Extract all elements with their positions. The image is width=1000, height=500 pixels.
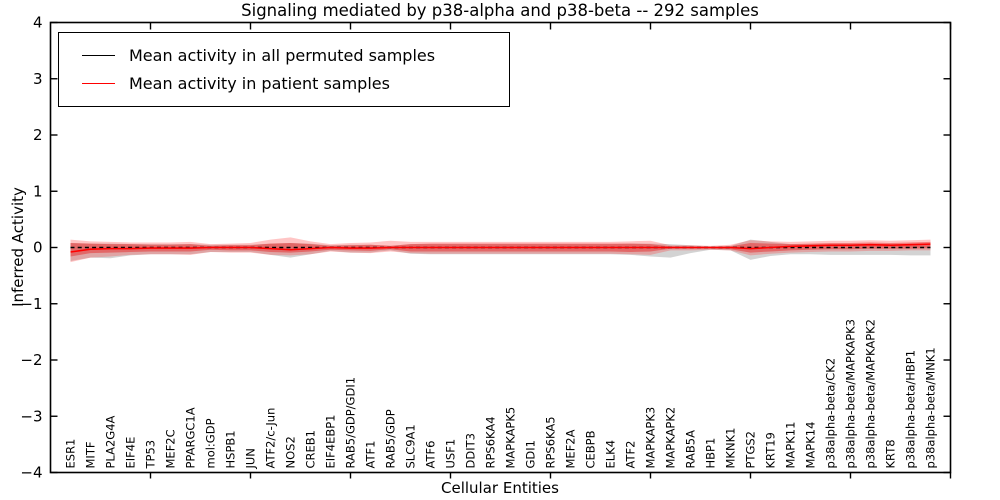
y-tick-label: 4 — [33, 14, 43, 32]
x-axis-label: Cellular Entities — [441, 479, 559, 497]
y-tick-label: 0 — [33, 239, 43, 257]
x-tick-label: PLA2G4A — [104, 415, 118, 468]
x-tick-label: MEF2C — [164, 429, 178, 468]
x-tick-label: ATF6 — [424, 441, 438, 469]
x-tick-label: CEBPB — [584, 430, 598, 468]
x-tick-label: EIF4EBP1 — [324, 415, 338, 469]
legend-item-patient: Mean activity in patient samples — [69, 69, 499, 97]
x-tick-label: RPS6KA4 — [484, 416, 498, 468]
x-tick-label: RPS6KA5 — [544, 416, 558, 468]
x-tick-label: MITF — [84, 442, 98, 469]
legend-line-permuted-icon — [82, 54, 115, 56]
x-tick-label: SLC9A1 — [404, 424, 418, 468]
x-tick-label: TP53 — [144, 440, 158, 470]
x-tick-label: GDI1 — [524, 440, 538, 468]
x-tick-label: PPARGC1A — [184, 407, 198, 468]
x-tick-label: p38alpha-beta/MAPKAPK3 — [844, 319, 858, 469]
x-tick-label: MAPK14 — [804, 422, 818, 469]
permuted-samples-range-band — [70, 239, 931, 261]
chart-title: Signaling mediated by p38-alpha and p38-… — [241, 1, 759, 20]
x-tick-label: MAPKAPK2 — [664, 407, 678, 469]
x-tick-label: RAB5/GDP/GDI1 — [344, 377, 358, 469]
x-tick-label: MAPKAPK5 — [504, 407, 518, 469]
x-tick-label: NOS2 — [284, 436, 298, 468]
x-tick-label: JUN — [244, 448, 258, 469]
x-tick-label: ATF1 — [364, 441, 378, 469]
legend: Mean activity in all permuted samples Me… — [58, 32, 510, 107]
y-tick-label: −1 — [20, 295, 42, 313]
x-tick-label: MEF2A — [564, 429, 578, 468]
x-tick-label: p38alpha-beta/MNK1 — [924, 347, 938, 468]
y-axis-ticks: 4 3 2 1 0 −1 −2 −3 −4 — [20, 14, 951, 482]
x-tick-label: ATF2/c-Jun — [264, 408, 278, 469]
x-tick-label: HBP1 — [704, 438, 718, 469]
x-tick-label: MAPK11 — [784, 422, 798, 469]
legend-line-patient-icon — [82, 82, 115, 84]
patient-samples-range-outer-band — [70, 237, 931, 263]
y-tick-label: −4 — [20, 464, 42, 482]
y-tick-label: 1 — [33, 182, 43, 200]
y-tick-label: 3 — [33, 70, 43, 88]
x-tick-label: ATF2 — [624, 441, 638, 469]
patient-samples-range-inner-band — [70, 241, 931, 257]
x-tick-label: p38alpha-beta/MAPKAPK2 — [864, 319, 878, 469]
x-tick-label: EIF4E — [124, 437, 138, 469]
x-tick-label: DDIT3 — [464, 433, 478, 468]
y-tick-label: −2 — [20, 351, 42, 369]
x-tick-label: RAB5/GDP — [384, 409, 398, 468]
x-tick-label: KRT19 — [764, 432, 778, 468]
x-tick-label: RAB5A — [684, 430, 698, 469]
x-tick-label: p38alpha-beta/CK2 — [824, 358, 838, 469]
x-category-labels: ESR1 MITF PLA2G4A EIF4E TP53 MEF2C PPARGC1A mol… — [64, 319, 938, 470]
x-tick-label: mol:GDP — [204, 418, 218, 468]
patient-mean-line — [70, 243, 931, 253]
x-tick-label: MKNK1 — [724, 428, 738, 469]
x-tick-label: ELK4 — [604, 440, 618, 469]
legend-label-patient: Mean activity in patient samples — [129, 73, 390, 93]
x-tick-label: MAPKAPK3 — [644, 407, 658, 469]
y-tick-label: −3 — [20, 407, 42, 425]
x-tick-label: ESR1 — [64, 439, 78, 469]
legend-label-permuted: Mean activity in all permuted samples — [129, 45, 436, 65]
x-tick-label: CREB1 — [304, 430, 318, 469]
y-tick-label: 2 — [33, 126, 43, 144]
x-tick-label: PTGS2 — [744, 431, 758, 469]
x-tick-label: HSPB1 — [224, 430, 238, 468]
x-tick-label: KRT8 — [884, 439, 898, 468]
x-axis-ticks — [149, 22, 952, 479]
x-tick-label: p38alpha-beta/HBP1 — [904, 350, 918, 469]
y-axis-label: Inferred Activity — [9, 187, 27, 307]
legend-item-permuted: Mean activity in all permuted samples — [69, 41, 499, 69]
x-tick-label: USF1 — [444, 439, 458, 469]
